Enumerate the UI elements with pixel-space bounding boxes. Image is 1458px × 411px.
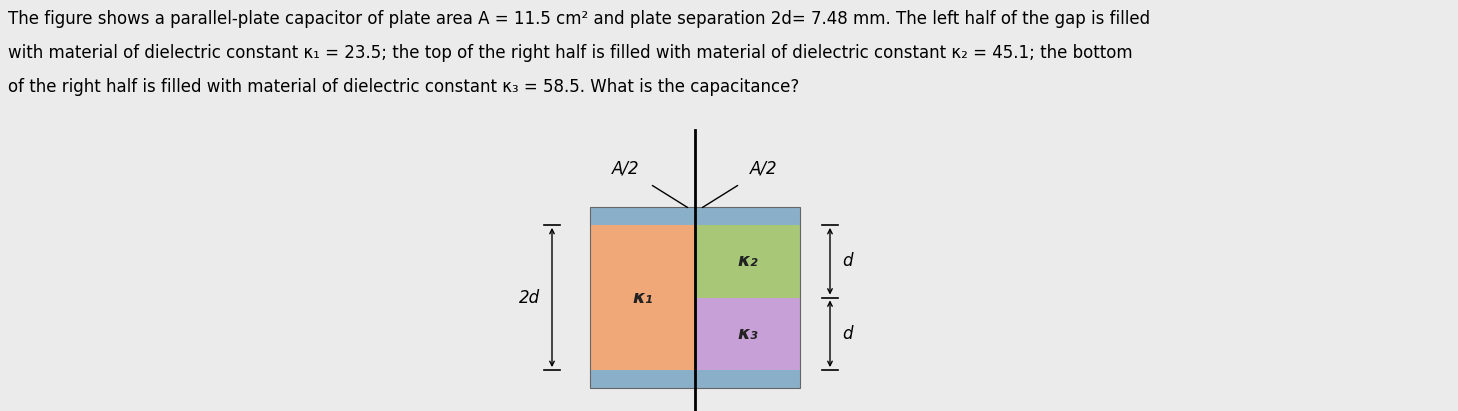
Bar <box>590 207 800 225</box>
Text: A/2: A/2 <box>612 159 640 177</box>
Text: d: d <box>843 325 853 343</box>
Bar <box>590 207 800 388</box>
Bar <box>590 370 800 388</box>
Bar <box>590 225 695 370</box>
Bar <box>695 225 800 298</box>
Text: A/2: A/2 <box>749 159 777 177</box>
Text: κ₃: κ₃ <box>738 325 758 343</box>
Text: κ₂: κ₂ <box>738 252 758 270</box>
Text: 2d: 2d <box>519 289 539 307</box>
Text: κ₁: κ₁ <box>633 289 653 307</box>
Text: with material of dielectric constant κ₁ = 23.5; the top of the right half is fil: with material of dielectric constant κ₁ … <box>7 44 1133 62</box>
Bar <box>695 298 800 370</box>
Text: d: d <box>843 252 853 270</box>
Text: The figure shows a parallel-plate capacitor of plate area A = 11.5 cm² and plate: The figure shows a parallel-plate capaci… <box>7 10 1150 28</box>
Text: of the right half is filled with material of dielectric constant κ₃ = 58.5. What: of the right half is filled with materia… <box>7 78 799 96</box>
